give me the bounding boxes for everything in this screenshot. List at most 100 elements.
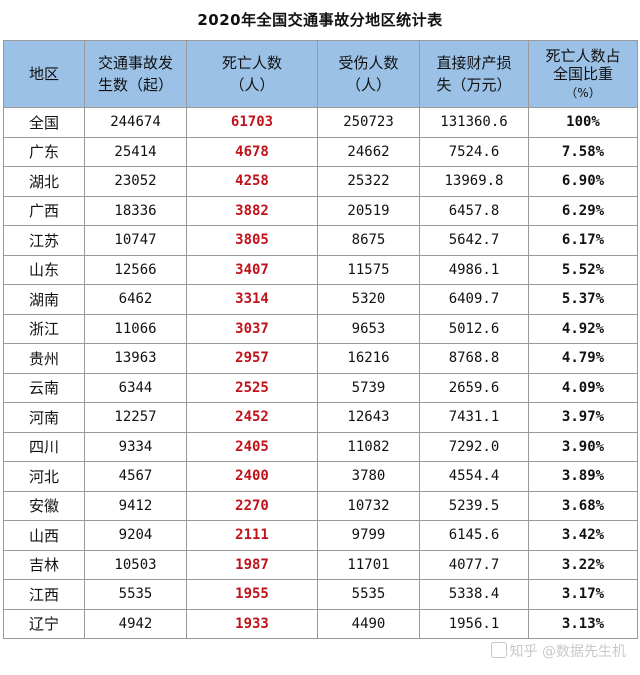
cell-accidents: 6462	[84, 284, 187, 315]
cell-share: 6.17%	[528, 225, 638, 256]
cell-region: 湖南	[3, 284, 85, 315]
cell-injuries: 12643	[317, 402, 420, 433]
cell-loss: 4986.1	[419, 254, 529, 285]
header-row: 地区 交通事故发 生数（起） 死亡人数 （人） 受伤人数 （人） 直接财产损 失（万元）…	[3, 40, 638, 108]
cell-share: 3.68%	[528, 490, 638, 521]
cell-loss: 6409.7	[419, 284, 529, 315]
cell-loss: 131360.6	[419, 107, 529, 138]
cell-region: 贵州	[3, 343, 85, 374]
header-region: 地区	[3, 40, 85, 108]
cell-accidents: 9334	[84, 431, 187, 462]
cell-deaths: 2405	[186, 431, 318, 462]
cell-share: 7.58%	[528, 136, 638, 167]
cell-deaths: 3805	[186, 225, 318, 256]
cell-deaths: 3314	[186, 284, 318, 315]
cell-share: 6.90%	[528, 166, 638, 197]
cell-region: 江西	[3, 579, 85, 610]
cell-deaths: 2452	[186, 402, 318, 433]
cell-region: 吉林	[3, 549, 85, 580]
table-row: 广东 25414 4678 24662 7524.6 7.58%	[3, 136, 638, 167]
cell-injuries: 5739	[317, 372, 420, 403]
cell-loss: 8768.8	[419, 343, 529, 374]
cell-injuries: 11701	[317, 549, 420, 580]
cell-region: 广东	[3, 136, 85, 167]
cell-share: 4.09%	[528, 372, 638, 403]
header-deaths: 死亡人数 （人）	[186, 40, 318, 108]
cell-region: 河南	[3, 402, 85, 433]
cell-loss: 6457.8	[419, 195, 529, 226]
cell-region: 江苏	[3, 225, 85, 256]
cell-accidents: 9412	[84, 490, 187, 521]
cell-region: 辽宁	[3, 608, 85, 639]
table-row: 贵州 13963 2957 16216 8768.8 4.79%	[3, 343, 638, 374]
cell-share: 3.22%	[528, 549, 638, 580]
cell-loss: 7431.1	[419, 402, 529, 433]
cell-share: 6.29%	[528, 195, 638, 226]
cell-accidents: 5535	[84, 579, 187, 610]
cell-accidents: 23052	[84, 166, 187, 197]
cell-deaths: 61703	[186, 107, 318, 138]
cell-loss: 2659.6	[419, 372, 529, 403]
table-row: 浙江 11066 3037 9653 5012.6 4.92%	[3, 313, 638, 344]
cell-loss: 7524.6	[419, 136, 529, 167]
cell-share: 3.17%	[528, 579, 638, 610]
table-row: 河南 12257 2452 12643 7431.1 3.97%	[3, 402, 638, 433]
cell-accidents: 12257	[84, 402, 187, 433]
cell-injuries: 25322	[317, 166, 420, 197]
cell-region: 安徽	[3, 490, 85, 521]
stats-table: 地区 交通事故发 生数（起） 死亡人数 （人） 受伤人数 （人） 直接财产损 失（万元）…	[3, 40, 638, 639]
header-share: 死亡人数占 全国比重 （%）	[528, 40, 638, 108]
cell-injuries: 3780	[317, 461, 420, 492]
cell-injuries: 11082	[317, 431, 420, 462]
cell-accidents: 12566	[84, 254, 187, 285]
cell-share: 3.97%	[528, 402, 638, 433]
cell-loss: 13969.8	[419, 166, 529, 197]
cell-share: 3.42%	[528, 520, 638, 551]
cell-accidents: 4942	[84, 608, 187, 639]
cell-loss: 1956.1	[419, 608, 529, 639]
table-title: 2020年全国交通事故分地区统计表	[197, 11, 443, 29]
table-row: 山东 12566 3407 11575 4986.1 5.52%	[3, 254, 638, 285]
cell-region: 广西	[3, 195, 85, 226]
cell-injuries: 5535	[317, 579, 420, 610]
cell-accidents: 4567	[84, 461, 187, 492]
cell-region: 山西	[3, 520, 85, 551]
cell-accidents: 10503	[84, 549, 187, 580]
header-loss: 直接财产损 失（万元）	[419, 40, 529, 108]
table-row: 山西 9204 2111 9799 6145.6 3.42%	[3, 520, 638, 551]
table-row: 吉林 10503 1987 11701 4077.7 3.22%	[3, 549, 638, 580]
cell-share: 100%	[528, 107, 638, 138]
table-row: 河北 4567 2400 3780 4554.4 3.89%	[3, 461, 638, 492]
table-row: 江苏 10747 3805 8675 5642.7 6.17%	[3, 225, 638, 256]
cell-deaths: 2270	[186, 490, 318, 521]
cell-deaths: 1955	[186, 579, 318, 610]
cell-loss: 5642.7	[419, 225, 529, 256]
table-row: 湖南 6462 3314 5320 6409.7 5.37%	[3, 284, 638, 315]
cell-loss: 7292.0	[419, 431, 529, 462]
cell-deaths: 3037	[186, 313, 318, 344]
watermark: 知乎 @数据先生机	[490, 641, 626, 661]
cell-loss: 4554.4	[419, 461, 529, 492]
cell-injuries: 5320	[317, 284, 420, 315]
cell-region: 浙江	[3, 313, 85, 344]
cell-deaths: 1987	[186, 549, 318, 580]
header-injuries: 受伤人数 （人）	[317, 40, 420, 108]
cell-accidents: 11066	[84, 313, 187, 344]
cell-injuries: 9799	[317, 520, 420, 551]
table-row: 广西 18336 3882 20519 6457.8 6.29%	[3, 195, 638, 226]
cell-accidents: 10747	[84, 225, 187, 256]
cell-deaths: 2400	[186, 461, 318, 492]
cell-injuries: 4490	[317, 608, 420, 639]
cell-injuries: 24662	[317, 136, 420, 167]
header-accidents: 交通事故发 生数（起）	[84, 40, 187, 108]
table-row: 江西 5535 1955 5535 5338.4 3.17%	[3, 579, 638, 610]
cell-accidents: 18336	[84, 195, 187, 226]
table-row: 全国 244674 61703 250723 131360.6 100%	[3, 107, 638, 138]
cell-loss: 4077.7	[419, 549, 529, 580]
table-row: 四川 9334 2405 11082 7292.0 3.90%	[3, 431, 638, 462]
cell-accidents: 9204	[84, 520, 187, 551]
cell-region: 湖北	[3, 166, 85, 197]
cell-share: 3.89%	[528, 461, 638, 492]
cell-share: 4.92%	[528, 313, 638, 344]
cell-deaths: 4678	[186, 136, 318, 167]
